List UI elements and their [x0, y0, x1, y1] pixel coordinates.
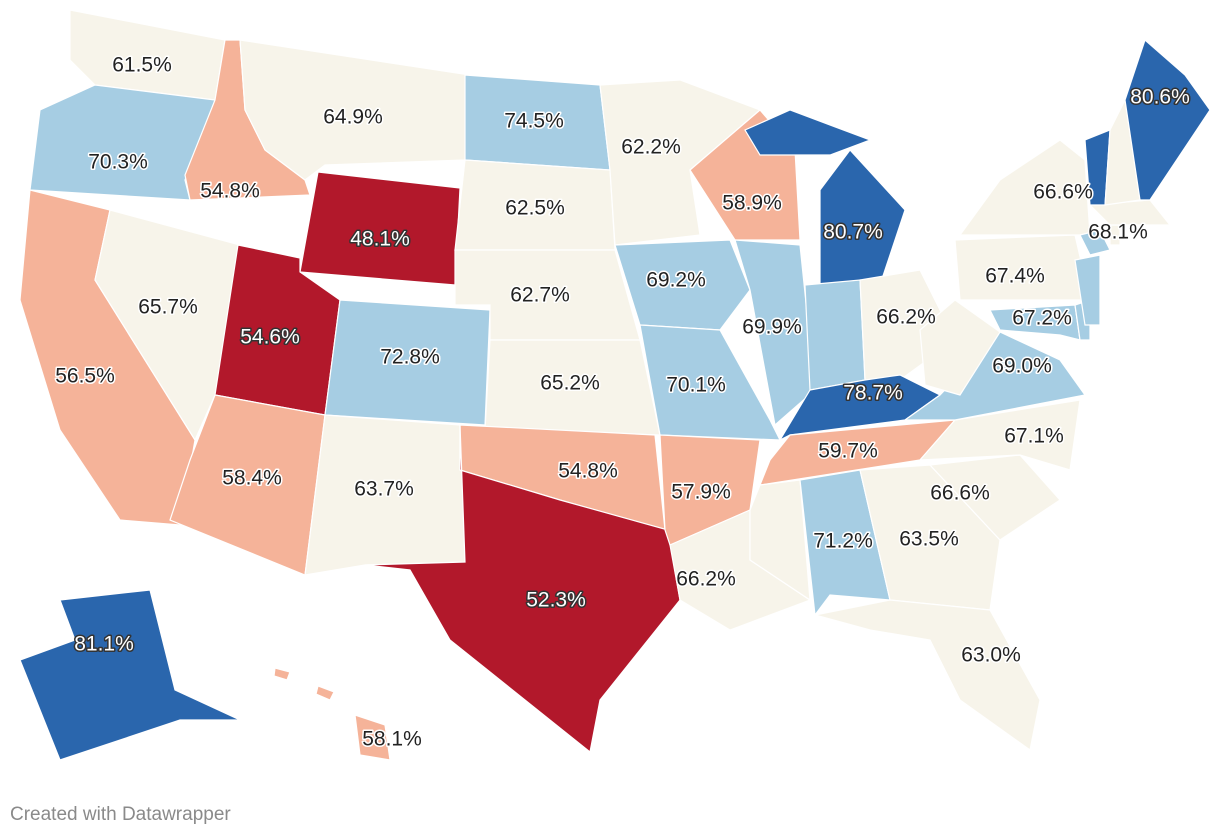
state-shape: [804, 279, 866, 391]
state-shape: [928, 454, 1061, 541]
state-shape: [599, 79, 762, 246]
state-value-label: 74.5%: [504, 110, 564, 133]
state-value-label: 64.9%: [323, 106, 383, 129]
state-shape: [958, 139, 1091, 236]
state-shape: [814, 599, 1041, 752]
state-value-label: 66.6%: [1033, 181, 1093, 204]
state-value-label: 72.8%: [380, 346, 440, 369]
state-value-label: 80.6%: [1130, 86, 1190, 109]
state-value-label: 70.1%: [666, 374, 726, 397]
state-value-label: 62.5%: [505, 197, 565, 220]
state-value-label: 63.5%: [899, 528, 959, 551]
state-shape: [919, 299, 1001, 396]
state-value-label: 78.7%: [843, 382, 903, 405]
state-shape: [799, 469, 891, 617]
state-shape: [819, 149, 906, 286]
state-value-label: 59.7%: [818, 440, 878, 463]
map: 61.5% 70.3% 56.5% 65.7% 54.8% 64.9% 48.1% 54.6%…: [19, 9, 1211, 761]
state-value-label: 63.7%: [354, 478, 414, 501]
state-value-label: 62.7%: [510, 284, 570, 307]
state-value-label: 52.3%: [526, 589, 586, 612]
state-value-label: 65.7%: [138, 296, 198, 319]
state-shape: [1124, 38, 1211, 201]
state-value-label: 71.2%: [813, 530, 873, 553]
state-value-label: 69.0%: [992, 355, 1052, 378]
state-value-label: 67.2%: [1012, 307, 1072, 330]
state-shape: [1074, 254, 1101, 326]
state-value-label: 69.2%: [646, 269, 706, 292]
state-shape: [918, 399, 1081, 471]
state-shape: [1079, 229, 1111, 256]
state-value-label: 61.5%: [112, 54, 172, 77]
state-value-label: 63.0%: [961, 644, 1021, 667]
state-value-label: 65.2%: [540, 372, 600, 395]
state-value-label: 81.1%: [74, 633, 134, 656]
credit: Created with Datawrapper: [10, 804, 231, 825]
state-shape: [273, 667, 291, 681]
state-value-label: 66.6%: [930, 482, 990, 505]
state-shape: [315, 685, 335, 701]
state-value-label: 56.5%: [55, 365, 115, 388]
state-shape: [903, 331, 1087, 421]
state-shape: [639, 324, 781, 441]
state-value-label: 67.1%: [1004, 425, 1064, 448]
state-shape: [354, 714, 391, 761]
state-value-label: 48.1%: [350, 228, 410, 251]
state-shape: [169, 394, 326, 576]
state-value-label: 80.7%: [823, 221, 883, 244]
state-value-label: 54.8%: [558, 460, 618, 483]
state-value-label: 54.6%: [240, 326, 300, 349]
state-value-label: 57.9%: [671, 481, 731, 504]
state-shape: [744, 109, 872, 156]
state-shape: [614, 239, 751, 331]
state-value-label: 62.2%: [621, 136, 681, 159]
state-shape: [94, 209, 241, 442]
state-value-label: 58.1%: [362, 728, 422, 751]
state-value-label: 69.9%: [742, 316, 802, 339]
state-value-label: 54.8%: [200, 180, 260, 203]
state-shape: [989, 304, 1081, 341]
state-shape: [19, 589, 241, 761]
state-value-label: 66.2%: [876, 306, 936, 329]
state-shape: [749, 479, 811, 602]
state-shape: [364, 424, 681, 754]
state-value-label: 68.1%: [1088, 221, 1148, 244]
state-value-label: 66.2%: [676, 568, 736, 591]
state-shape: [734, 239, 816, 427]
state-value-label: 58.4%: [222, 467, 282, 490]
state-value-label: 70.3%: [88, 151, 148, 174]
state-value-label: 67.4%: [985, 265, 1045, 288]
state-shape: [778, 374, 942, 442]
state-shape: [859, 464, 1001, 611]
state-value-label: 58.9%: [722, 192, 782, 215]
